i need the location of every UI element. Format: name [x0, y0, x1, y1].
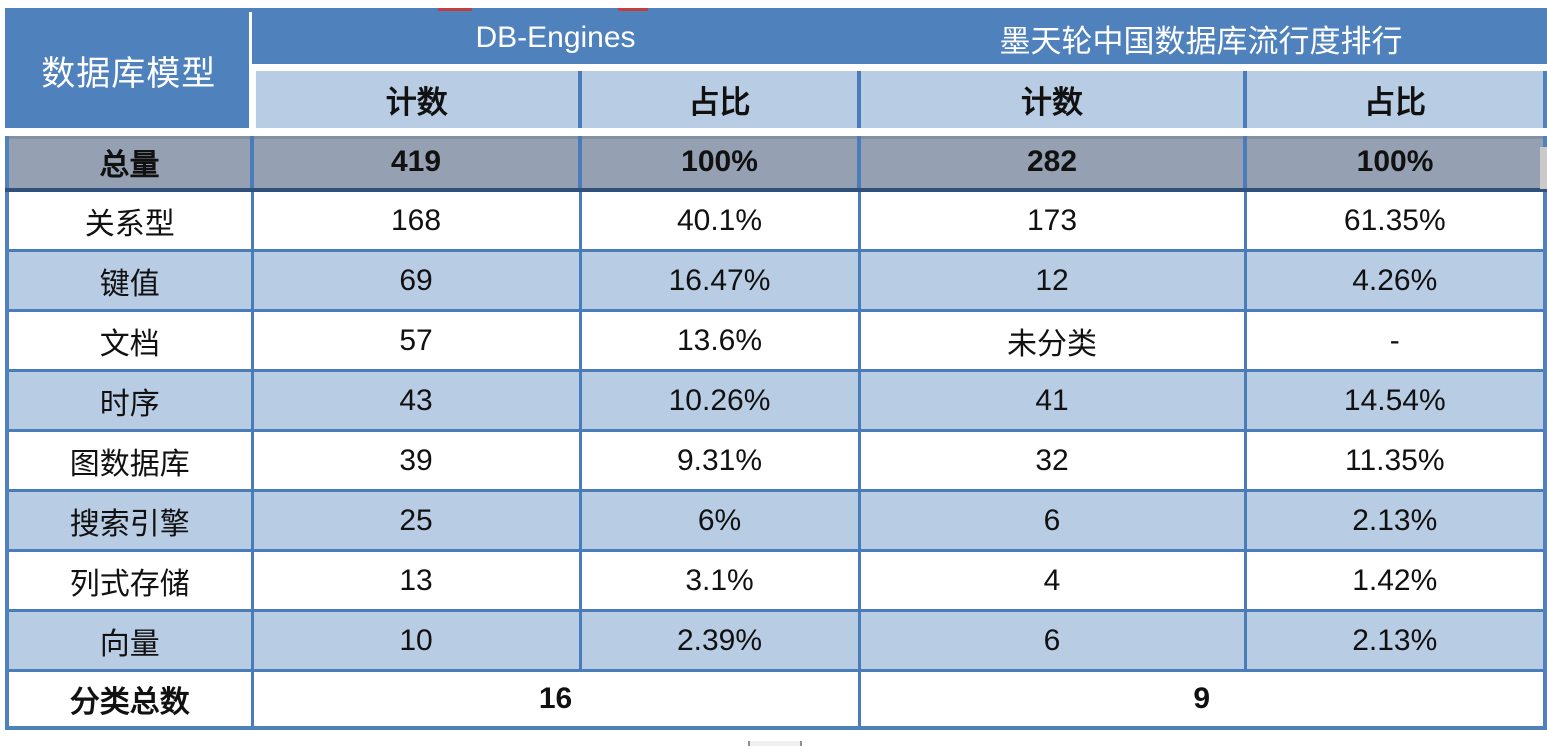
subheader-db-share: 占比 [577, 67, 860, 132]
db-count-cell: 25 [250, 489, 582, 552]
mtl-count-cell: 6 [857, 489, 1247, 552]
total-mtl-count-cell: 282 [857, 128, 1246, 192]
group-header-motianlun: 墨天轮中国数据库流行度排行 [859, 10, 1546, 71]
db-share-cell: 9.31% [578, 429, 861, 492]
footer-db-total-cell: 16 [250, 669, 861, 730]
table-row: 键值 69 16.47% 12 4.26% [5, 249, 1547, 312]
table-row: 列式存储 13 3.1% 4 1.42% [5, 549, 1547, 612]
row-label-cell: 列式存储 [5, 549, 254, 612]
cropped-red-text-fragment-right [618, 8, 648, 11]
mtl-count-cell: 173 [857, 188, 1247, 252]
row-label-cell: 搜索引擎 [5, 489, 254, 552]
row-label-cell: 文档 [5, 309, 254, 372]
table-row: 时序 43 10.26% 41 14.54% [5, 369, 1547, 432]
mtl-count-cell: 4 [857, 549, 1247, 612]
db-share-cell: 10.26% [578, 369, 861, 432]
db-share-cell: 40.1% [578, 188, 861, 252]
db-count-cell: 43 [250, 369, 582, 432]
group-header-db-engines: DB-Engines [252, 10, 860, 71]
table-row: 关系型 168 40.1% 173 61.35% [5, 188, 1547, 252]
subheader-mtl-share: 占比 [1243, 67, 1546, 132]
mtl-share-cell: - [1243, 309, 1547, 372]
mtl-share-cell: 2.13% [1243, 609, 1547, 672]
cropped-red-text-fragment-left [438, 8, 472, 11]
footer-mtl-total-cell: 9 [857, 669, 1547, 730]
footer-row: 分类总数 16 9 [5, 669, 1547, 730]
mtl-count-cell: 41 [857, 369, 1247, 432]
table-row: 搜索引擎 25 6% 6 2.13% [5, 489, 1547, 552]
sub-header-row: 计数 占比 计数 占比 [7, 67, 1546, 132]
mtl-count-cell: 6 [857, 609, 1247, 672]
mtl-share-cell: 2.13% [1243, 489, 1547, 552]
db-share-cell: 13.6% [578, 309, 861, 372]
corner-header-cell: 数据库模型 [7, 10, 252, 132]
total-mtl-share-cell: 100% [1243, 128, 1546, 192]
total-row-label: 总量 [7, 128, 252, 192]
db-share-cell: 2.39% [578, 609, 861, 672]
db-count-cell: 10 [250, 609, 582, 672]
cropped-bottom-ui-fragment [748, 741, 802, 746]
mtl-count-cell: 12 [857, 249, 1247, 312]
subheader-mtl-count: 计数 [857, 67, 1246, 132]
mtl-share-cell: 11.35% [1243, 429, 1547, 492]
table-row: 文档 57 13.6% 未分类 - [5, 309, 1547, 372]
row-label-cell: 图数据库 [5, 429, 254, 492]
db-share-cell: 3.1% [578, 549, 861, 612]
row-label-cell: 关系型 [5, 188, 254, 252]
db-model-comparison-table: 数据库模型 DB-Engines 墨天轮中国数据库流行度排行 计数 占比 计数 … [5, 8, 1547, 730]
total-row: 总量 419 100% 282 100% [7, 128, 1546, 192]
total-row-overflow-fragment [1540, 147, 1547, 189]
row-label-cell: 向量 [5, 609, 254, 672]
row-label-cell: 时序 [5, 369, 254, 432]
mtl-share-cell: 61.35% [1243, 188, 1547, 252]
mtl-count-cell: 32 [857, 429, 1247, 492]
footer-label-cell: 分类总数 [5, 669, 254, 730]
db-share-cell: 6% [578, 489, 861, 552]
db-count-cell: 168 [250, 188, 582, 252]
db-count-cell: 13 [250, 549, 582, 612]
total-db-share-cell: 100% [577, 128, 860, 192]
table-row: 图数据库 39 9.31% 32 11.35% [5, 429, 1547, 492]
db-share-cell: 16.47% [578, 249, 861, 312]
mtl-share-cell: 4.26% [1243, 249, 1547, 312]
group-header-row: 数据库模型 DB-Engines 墨天轮中国数据库流行度排行 [7, 10, 1546, 132]
mtl-share-cell: 1.42% [1243, 549, 1547, 612]
row-label-cell: 键值 [5, 249, 254, 312]
db-count-cell: 69 [250, 249, 582, 312]
subheader-db-count: 计数 [248, 67, 580, 132]
table-row: 向量 10 2.39% 6 2.13% [5, 609, 1547, 672]
mtl-share-cell: 14.54% [1243, 369, 1547, 432]
total-db-count-cell: 419 [250, 128, 580, 192]
db-count-cell: 39 [250, 429, 582, 492]
mtl-count-cell: 未分类 [857, 309, 1247, 372]
db-count-cell: 57 [250, 309, 582, 372]
